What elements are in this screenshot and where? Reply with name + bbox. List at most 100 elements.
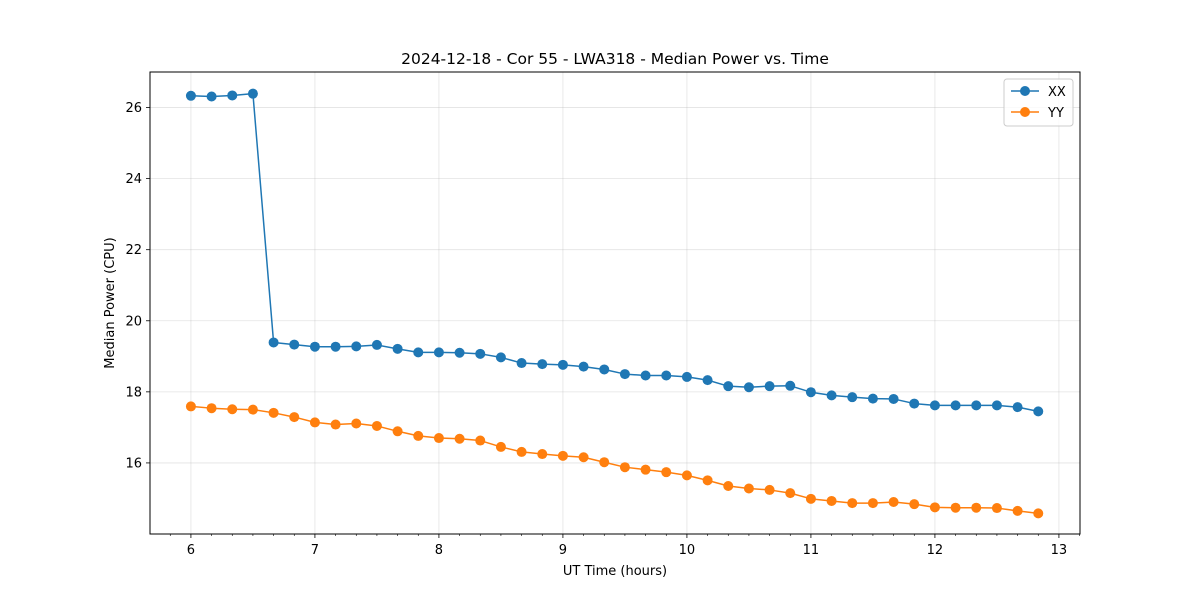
data-point-yy-0 — [185, 401, 196, 412]
y-tick-label-26: 26 — [125, 101, 142, 116]
data-point-xx-10 — [392, 343, 403, 354]
data-point-yy-26 — [723, 481, 734, 492]
data-point-xx-17 — [537, 359, 548, 370]
data-point-xx-36 — [929, 400, 940, 411]
data-point-xx-31 — [826, 390, 837, 401]
data-point-xx-29 — [785, 380, 796, 391]
data-point-yy-41 — [1033, 508, 1044, 519]
data-point-xx-8 — [351, 341, 362, 352]
data-point-xx-25 — [702, 375, 713, 386]
data-point-xx-4 — [268, 337, 279, 348]
data-point-xx-18 — [557, 359, 568, 370]
y-tick-label-18: 18 — [125, 385, 142, 400]
x-tick-label-9: 9 — [559, 543, 567, 558]
data-point-yy-2 — [227, 404, 238, 415]
data-point-xx-13 — [454, 347, 465, 358]
data-point-xx-32 — [847, 392, 858, 403]
data-point-xx-37 — [950, 400, 961, 411]
chart-title: 2024-12-18 - Cor 55 - LWA318 - Median Po… — [401, 50, 829, 68]
data-point-yy-7 — [330, 419, 341, 430]
data-point-xx-39 — [991, 400, 1002, 411]
data-point-xx-20 — [599, 364, 610, 375]
x-tick-label-6: 6 — [187, 543, 195, 558]
data-point-yy-10 — [392, 426, 403, 437]
y-tick-label-16: 16 — [125, 456, 142, 471]
data-point-xx-28 — [764, 381, 775, 392]
data-point-yy-8 — [351, 418, 362, 429]
data-point-yy-9 — [371, 420, 382, 431]
data-point-xx-40 — [1012, 402, 1023, 413]
data-point-yy-11 — [413, 430, 424, 441]
data-point-yy-33 — [867, 498, 878, 509]
data-point-yy-40 — [1012, 505, 1023, 516]
y-tick-label-24: 24 — [125, 172, 142, 187]
data-point-xx-34 — [888, 393, 899, 404]
data-point-yy-21 — [619, 462, 630, 473]
data-point-yy-24 — [681, 470, 692, 481]
data-point-xx-19 — [578, 361, 589, 372]
legend: XX YY — [1003, 78, 1074, 127]
data-point-xx-5 — [289, 339, 300, 350]
data-point-yy-36 — [929, 502, 940, 513]
data-point-yy-17 — [537, 449, 548, 460]
x-tick-label-11: 11 — [803, 543, 820, 558]
data-point-yy-37 — [950, 502, 961, 513]
data-point-yy-20 — [599, 457, 610, 468]
grid-lines — [150, 72, 1080, 534]
data-point-yy-25 — [702, 475, 713, 486]
data-point-xx-27 — [743, 382, 754, 393]
data-point-yy-15 — [495, 441, 506, 452]
data-point-yy-38 — [971, 502, 982, 513]
data-point-yy-6 — [309, 417, 320, 428]
data-point-yy-4 — [268, 407, 279, 418]
x-tick-label-8: 8 — [435, 543, 443, 558]
data-point-xx-41 — [1033, 406, 1044, 417]
y-tick-label-20: 20 — [125, 314, 142, 329]
x-axis-title: UT Time (hours) — [563, 564, 667, 579]
data-point-yy-39 — [991, 503, 1002, 514]
data-point-xx-11 — [413, 347, 424, 358]
data-point-xx-26 — [723, 381, 734, 392]
data-point-yy-19 — [578, 452, 589, 463]
y-axis-title: Median Power (CPU) — [103, 237, 118, 368]
data-point-yy-32 — [847, 498, 858, 509]
data-point-yy-30 — [805, 493, 816, 504]
y-tick-label-22: 22 — [125, 243, 142, 258]
data-point-xx-2 — [227, 90, 238, 101]
data-point-xx-9 — [371, 339, 382, 350]
legend-label-yy: YY — [1047, 106, 1064, 121]
x-tick-label-10: 10 — [679, 543, 696, 558]
data-point-yy-35 — [909, 499, 920, 510]
data-point-yy-14 — [475, 435, 486, 446]
data-point-yy-34 — [888, 497, 899, 508]
data-point-yy-1 — [206, 403, 217, 414]
data-point-xx-30 — [805, 387, 816, 398]
data-point-yy-28 — [764, 484, 775, 495]
legend-label-xx: XX — [1048, 85, 1066, 100]
data-point-xx-22 — [640, 370, 651, 381]
data-point-xx-1 — [206, 91, 217, 102]
data-point-xx-12 — [433, 347, 444, 358]
data-point-xx-23 — [661, 370, 672, 381]
data-point-xx-24 — [681, 371, 692, 382]
data-point-xx-14 — [475, 348, 486, 359]
data-point-yy-29 — [785, 488, 796, 499]
data-point-xx-21 — [619, 369, 630, 380]
series-layer — [185, 88, 1044, 519]
data-point-xx-15 — [495, 352, 506, 363]
data-point-xx-38 — [971, 400, 982, 411]
legend-marker-xx — [1020, 86, 1030, 96]
tick-layer: 6 7 8 9 10 11 12 13 16 18 20 22 24 26 — [125, 101, 1080, 558]
data-point-yy-16 — [516, 446, 527, 457]
data-point-xx-3 — [247, 88, 258, 99]
data-point-xx-16 — [516, 358, 527, 369]
data-point-xx-6 — [309, 341, 320, 352]
data-point-yy-23 — [661, 467, 672, 478]
data-point-yy-18 — [557, 450, 568, 461]
data-point-yy-22 — [640, 464, 651, 475]
legend-marker-yy — [1020, 107, 1030, 117]
data-point-yy-13 — [454, 433, 465, 444]
data-point-xx-33 — [867, 393, 878, 404]
data-point-xx-35 — [909, 398, 920, 409]
